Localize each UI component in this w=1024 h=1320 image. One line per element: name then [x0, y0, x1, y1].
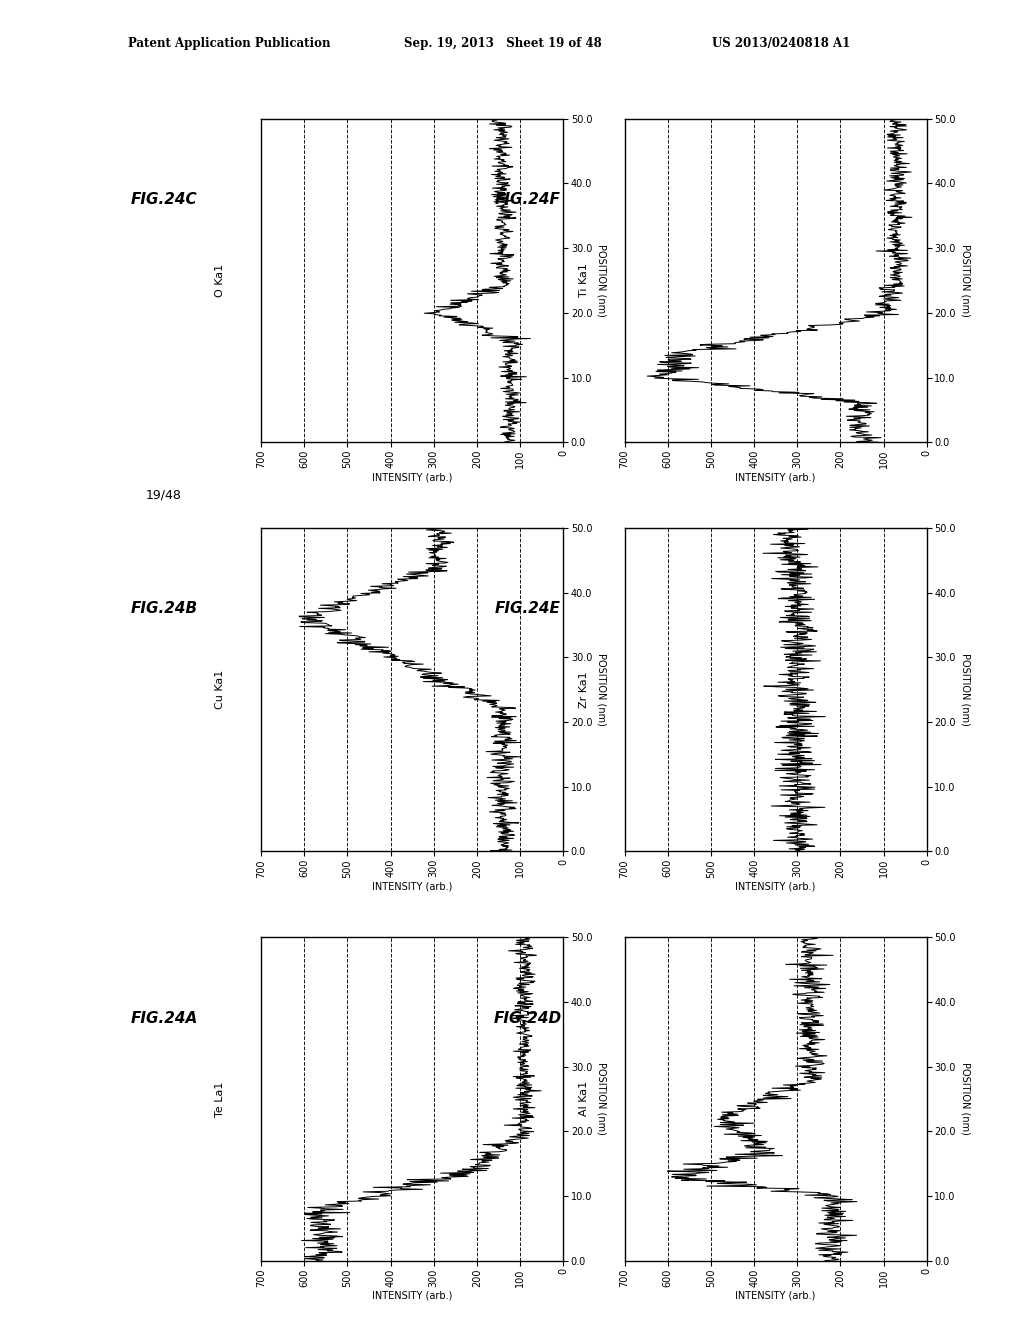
Y-axis label: POSITION (nm): POSITION (nm) [597, 244, 606, 317]
Text: FIG.24D: FIG.24D [494, 1011, 561, 1026]
Text: Al Ka1: Al Ka1 [579, 1081, 589, 1117]
Text: FIG.24B: FIG.24B [130, 602, 198, 616]
X-axis label: INTENSITY (arb.): INTENSITY (arb.) [735, 1291, 816, 1302]
Text: Sep. 19, 2013   Sheet 19 of 48: Sep. 19, 2013 Sheet 19 of 48 [404, 37, 602, 50]
X-axis label: INTENSITY (arb.): INTENSITY (arb.) [372, 882, 453, 892]
Text: FIG.24F: FIG.24F [495, 193, 560, 207]
Y-axis label: POSITION (nm): POSITION (nm) [961, 653, 970, 726]
Text: O Ka1: O Ka1 [215, 264, 225, 297]
Text: Ti Ka1: Ti Ka1 [579, 264, 589, 297]
X-axis label: INTENSITY (arb.): INTENSITY (arb.) [372, 1291, 453, 1302]
Text: Te La1: Te La1 [215, 1081, 225, 1117]
Text: Cu Ka1: Cu Ka1 [215, 671, 225, 709]
Text: 19/48: 19/48 [145, 488, 182, 502]
Text: FIG.24A: FIG.24A [130, 1011, 198, 1026]
Text: FIG.24C: FIG.24C [130, 193, 198, 207]
Text: Zr Ka1: Zr Ka1 [579, 672, 589, 708]
Y-axis label: POSITION (nm): POSITION (nm) [597, 653, 606, 726]
Y-axis label: POSITION (nm): POSITION (nm) [597, 1063, 606, 1135]
Y-axis label: POSITION (nm): POSITION (nm) [961, 244, 970, 317]
Text: FIG.24E: FIG.24E [495, 602, 560, 616]
X-axis label: INTENSITY (arb.): INTENSITY (arb.) [735, 473, 816, 483]
Text: Patent Application Publication: Patent Application Publication [128, 37, 331, 50]
X-axis label: INTENSITY (arb.): INTENSITY (arb.) [735, 882, 816, 892]
X-axis label: INTENSITY (arb.): INTENSITY (arb.) [372, 473, 453, 483]
Text: US 2013/0240818 A1: US 2013/0240818 A1 [712, 37, 850, 50]
Y-axis label: POSITION (nm): POSITION (nm) [961, 1063, 970, 1135]
